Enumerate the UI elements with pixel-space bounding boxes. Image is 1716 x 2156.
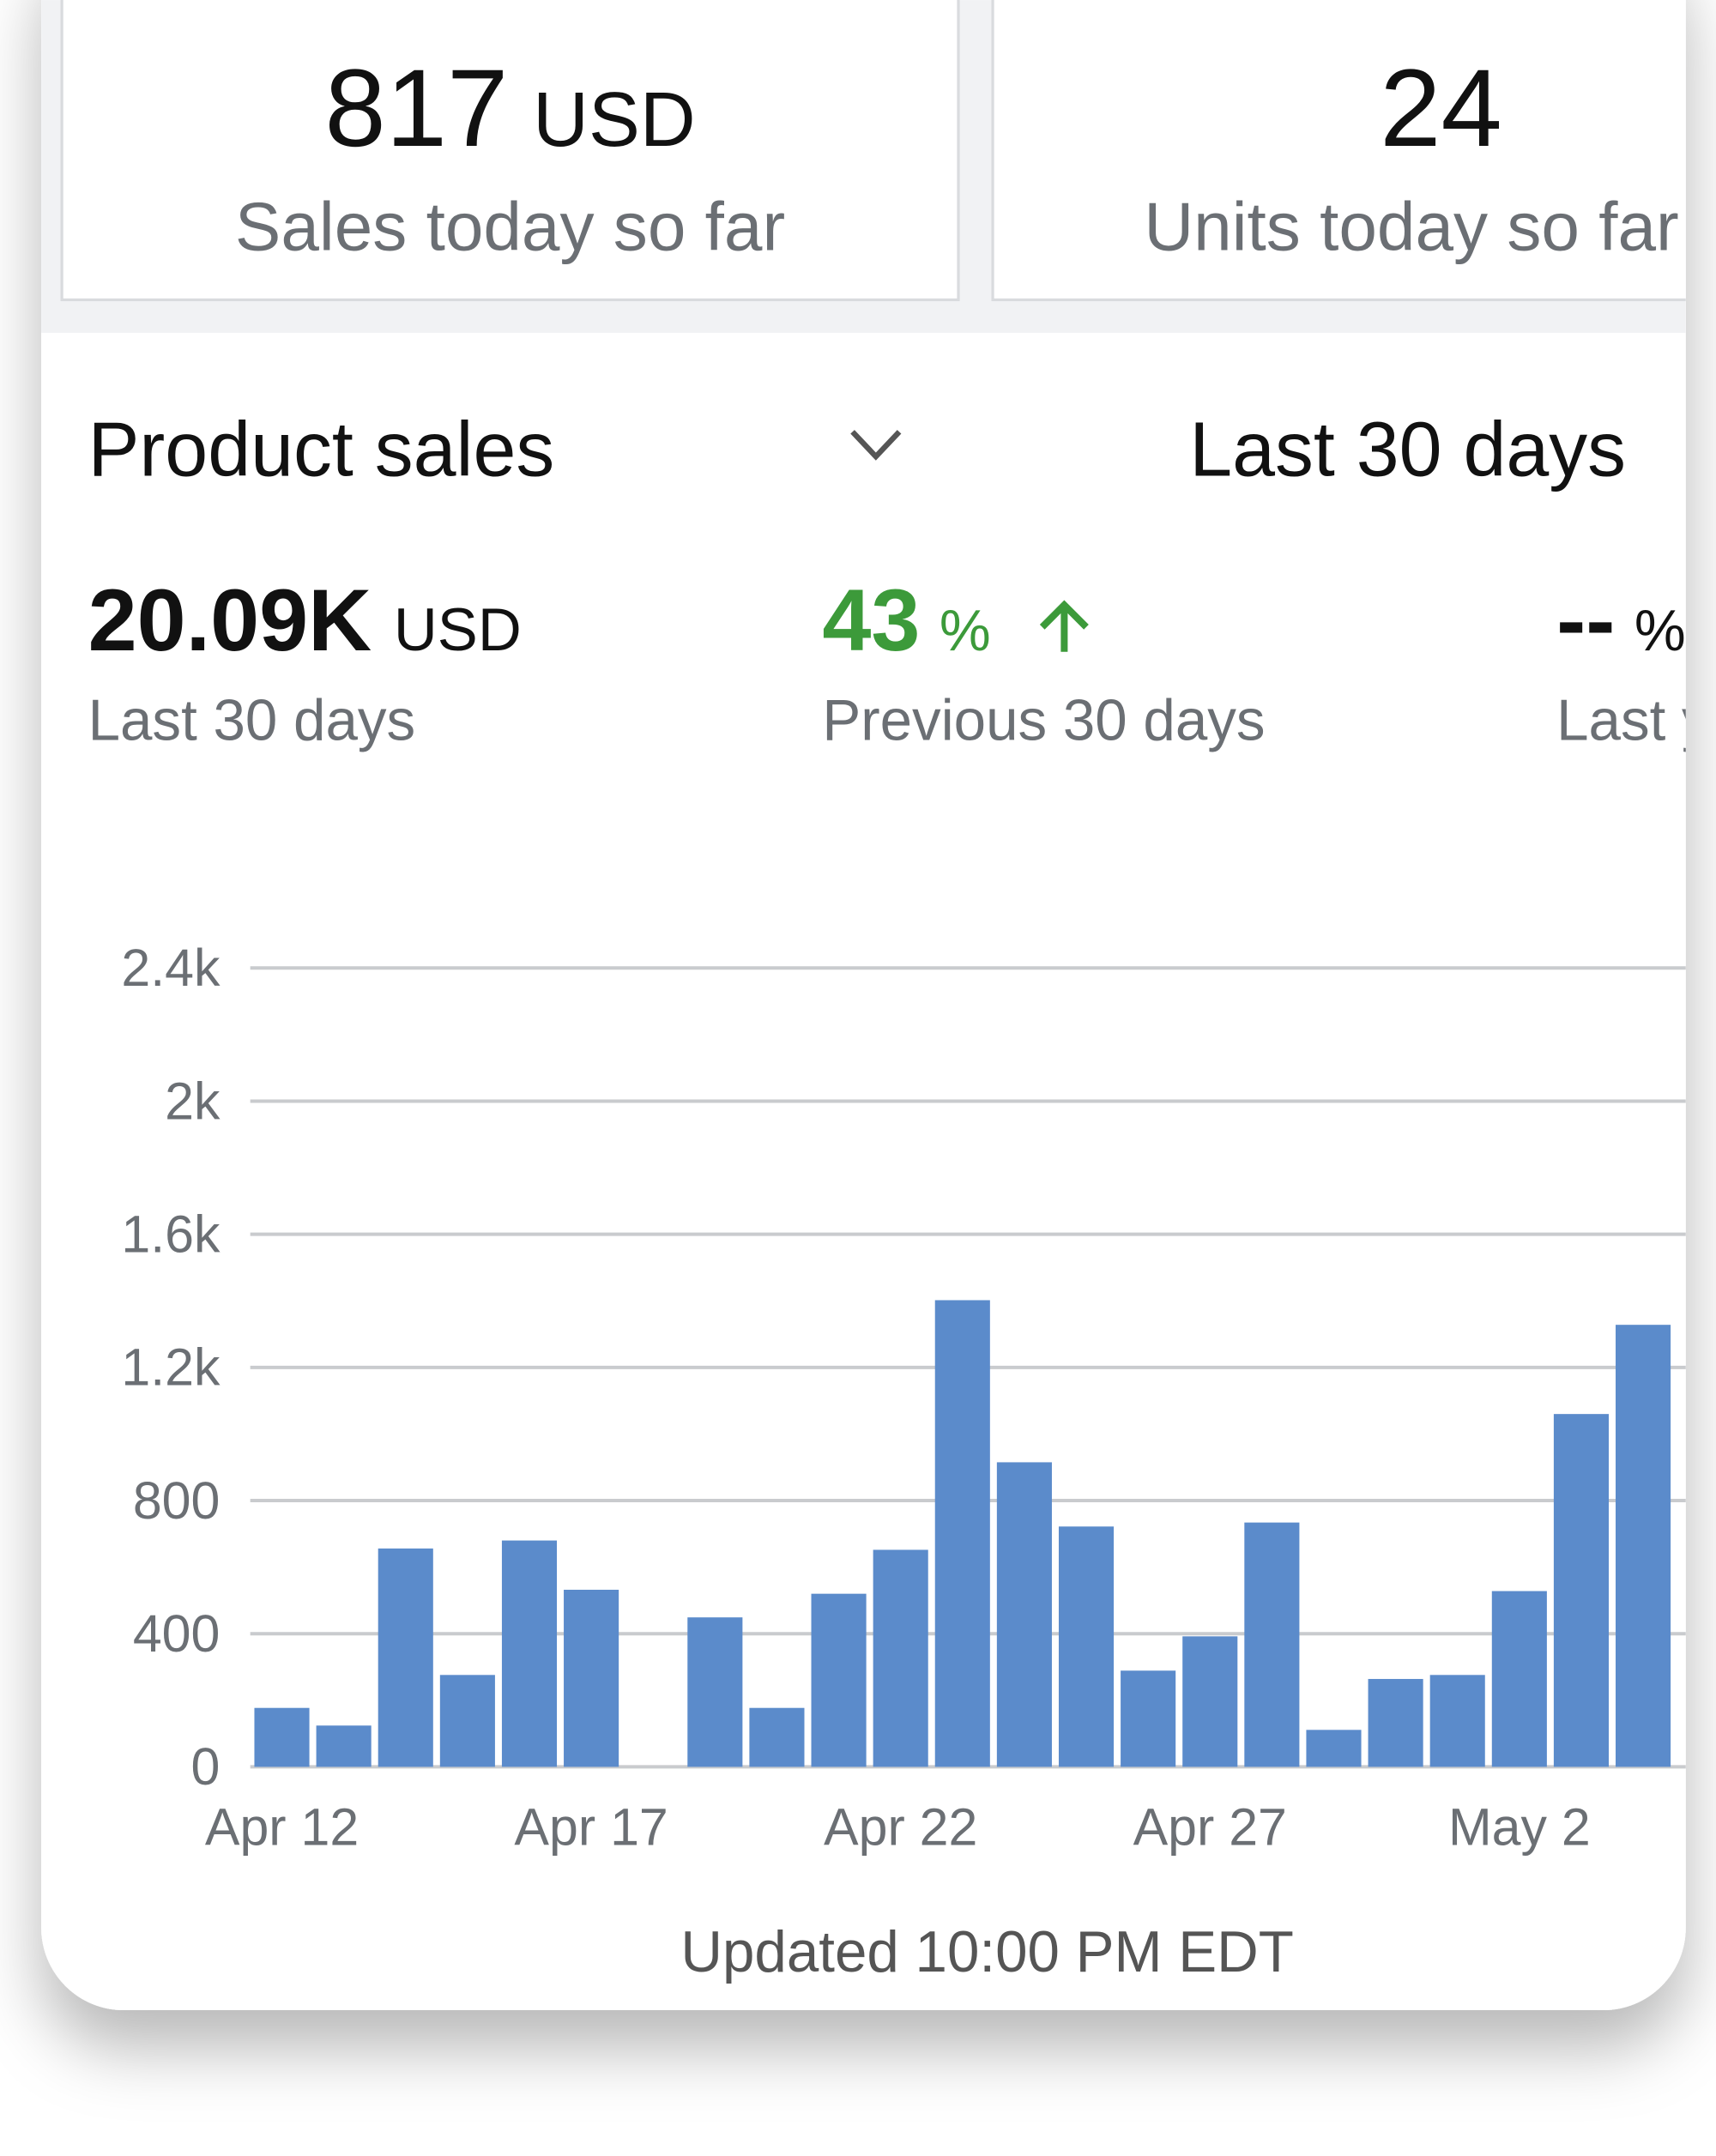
bar xyxy=(1182,1636,1238,1767)
x-tick-label: May 2 xyxy=(1448,1798,1591,1857)
bar xyxy=(749,1707,805,1767)
unit: % xyxy=(1634,599,1686,663)
bar xyxy=(1306,1730,1362,1767)
footer: Updated 10:00 PM EDT xyxy=(680,1920,1293,1984)
bar xyxy=(1121,1670,1176,1767)
x-tick-label: Apr 17 xyxy=(514,1798,668,1857)
bar xyxy=(254,1707,310,1767)
summary-value: --% xyxy=(1556,571,1686,669)
bar xyxy=(1429,1675,1485,1767)
panel xyxy=(41,0,1686,2011)
summary-label: Last year xyxy=(1556,688,1716,752)
unit: % xyxy=(940,599,991,663)
chevron-icon[interactable] xyxy=(850,430,902,461)
unit: USD xyxy=(394,595,522,663)
y-tick-label: 400 xyxy=(133,1604,221,1663)
bar xyxy=(811,1593,867,1767)
y-tick-label: 1.6k xyxy=(121,1205,221,1263)
bar xyxy=(687,1617,743,1767)
bar xyxy=(934,1300,990,1767)
value: 43 xyxy=(822,571,920,669)
bar xyxy=(996,1462,1052,1767)
bar xyxy=(378,1548,433,1767)
summary-label: Previous 30 days xyxy=(822,688,1265,752)
card-label: Units today so far xyxy=(1144,188,1678,265)
bar xyxy=(564,1589,619,1767)
unit: USD xyxy=(533,77,695,163)
bar xyxy=(1244,1522,1300,1767)
bar xyxy=(1058,1526,1115,1767)
bar xyxy=(439,1675,495,1767)
range-selector[interactable]: Last 30 days xyxy=(1189,408,1626,493)
x-tick-label: Apr 22 xyxy=(824,1798,977,1857)
summary-label: Last 30 days xyxy=(88,688,416,752)
x-tick-label: Apr 12 xyxy=(205,1798,359,1857)
value: -- xyxy=(1556,571,1615,669)
value: 817 xyxy=(324,47,508,170)
card-value: 24 xyxy=(1380,47,1502,170)
metric-selector[interactable]: Product sales xyxy=(88,408,555,493)
card[interactable] xyxy=(60,0,960,302)
card-value: 817 USD xyxy=(324,47,695,170)
bar xyxy=(873,1549,928,1767)
up-arrow-icon xyxy=(1039,600,1089,652)
summary-value: 20.09K USD xyxy=(88,571,522,669)
x-tick-label: Apr 27 xyxy=(1133,1798,1287,1857)
bar xyxy=(1616,1325,1671,1767)
panel-content: 817 USD Sales today so far 24 Units today… xyxy=(41,0,1716,1984)
summary-value: 43% xyxy=(822,571,990,669)
y-tick-label: 0 xyxy=(191,1737,221,1796)
bar xyxy=(316,1725,372,1767)
bar xyxy=(501,1540,558,1767)
bar xyxy=(1553,1414,1609,1767)
y-tick-label: 1.2k xyxy=(121,1338,221,1397)
bar xyxy=(1491,1591,1547,1767)
y-tick-label: 2k xyxy=(165,1072,221,1130)
y-tick-label: 2.4k xyxy=(121,939,221,997)
card-label: Sales today so far xyxy=(235,188,785,265)
bar xyxy=(1368,1678,1423,1767)
value: 20.09K xyxy=(88,571,372,669)
y-tick-label: 800 xyxy=(133,1471,221,1530)
card[interactable] xyxy=(991,0,1707,302)
